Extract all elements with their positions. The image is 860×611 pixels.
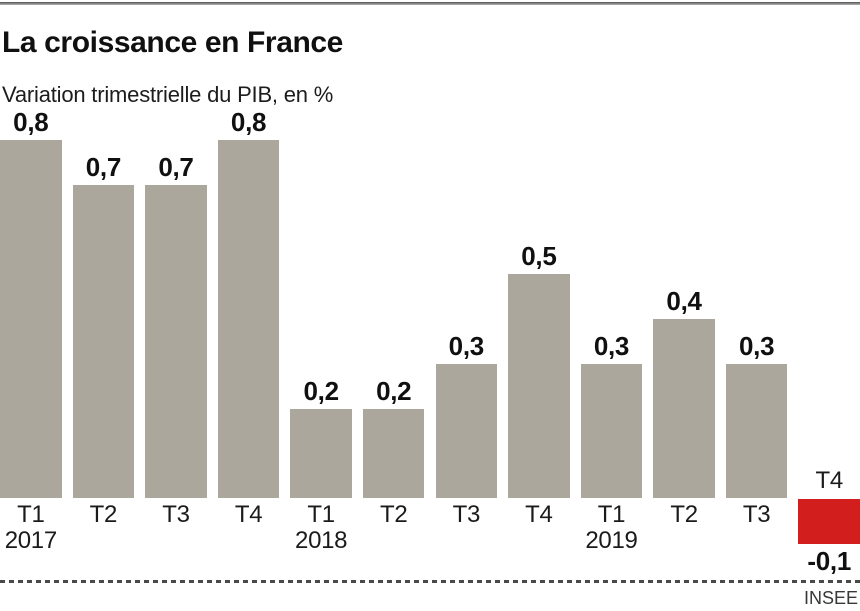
- bar-value-label: 0,8: [230, 107, 267, 137]
- year-label: 2019: [585, 527, 638, 554]
- bar: [0, 140, 62, 498]
- quarter-label: T1: [597, 501, 626, 528]
- bar: [145, 184, 207, 498]
- year-label: 2017: [4, 527, 58, 554]
- bar-value-label: 0,7: [85, 151, 122, 182]
- quarter-label: T2: [670, 501, 698, 528]
- quarter-label: T4: [525, 501, 553, 528]
- bar-value-label: 0,8: [13, 107, 49, 137]
- bar-value-label: 0,7: [158, 151, 194, 182]
- quarter-label: T3: [162, 501, 190, 528]
- bar-value-label: 0,3: [448, 330, 485, 361]
- quarter-label: T1: [307, 501, 335, 528]
- year-label: 2018: [295, 527, 348, 554]
- quarter-label: T2: [379, 501, 408, 528]
- source-label: INSEE: [803, 588, 858, 608]
- quarter-label: T3: [452, 501, 481, 528]
- bar: [290, 408, 352, 498]
- chart-subtitle: Variation trimestrielle du PIB, en %: [2, 82, 334, 107]
- bar-value-label: 0,2: [303, 375, 339, 406]
- bar: [72, 184, 135, 498]
- bar: [217, 140, 280, 498]
- bottom-dashed-rule: [0, 580, 860, 583]
- bar-value-label: 0,2: [376, 375, 412, 406]
- bar-value-label: 0,3: [593, 330, 630, 361]
- chart-title: La croissance en France: [2, 26, 343, 59]
- bar-value-label: 0,4: [666, 286, 702, 316]
- bar-value-label: -0,1: [807, 545, 851, 576]
- bar-value-label: 0,3: [738, 330, 775, 361]
- bar: [580, 363, 643, 498]
- quarter-label: T3: [742, 501, 771, 528]
- top-rule: [0, 2, 860, 5]
- quarter-label: T4: [234, 501, 263, 528]
- bar: [435, 363, 498, 498]
- bar: [725, 363, 788, 498]
- bar: [362, 408, 425, 498]
- bar-negative: [798, 499, 860, 544]
- quarter-label: T1: [17, 501, 45, 528]
- quarter-label: T2: [89, 501, 118, 528]
- bar: [508, 274, 570, 498]
- bar: [653, 319, 715, 498]
- bar-value-label: 0,5: [521, 241, 557, 272]
- quarter-label: T4: [815, 467, 843, 494]
